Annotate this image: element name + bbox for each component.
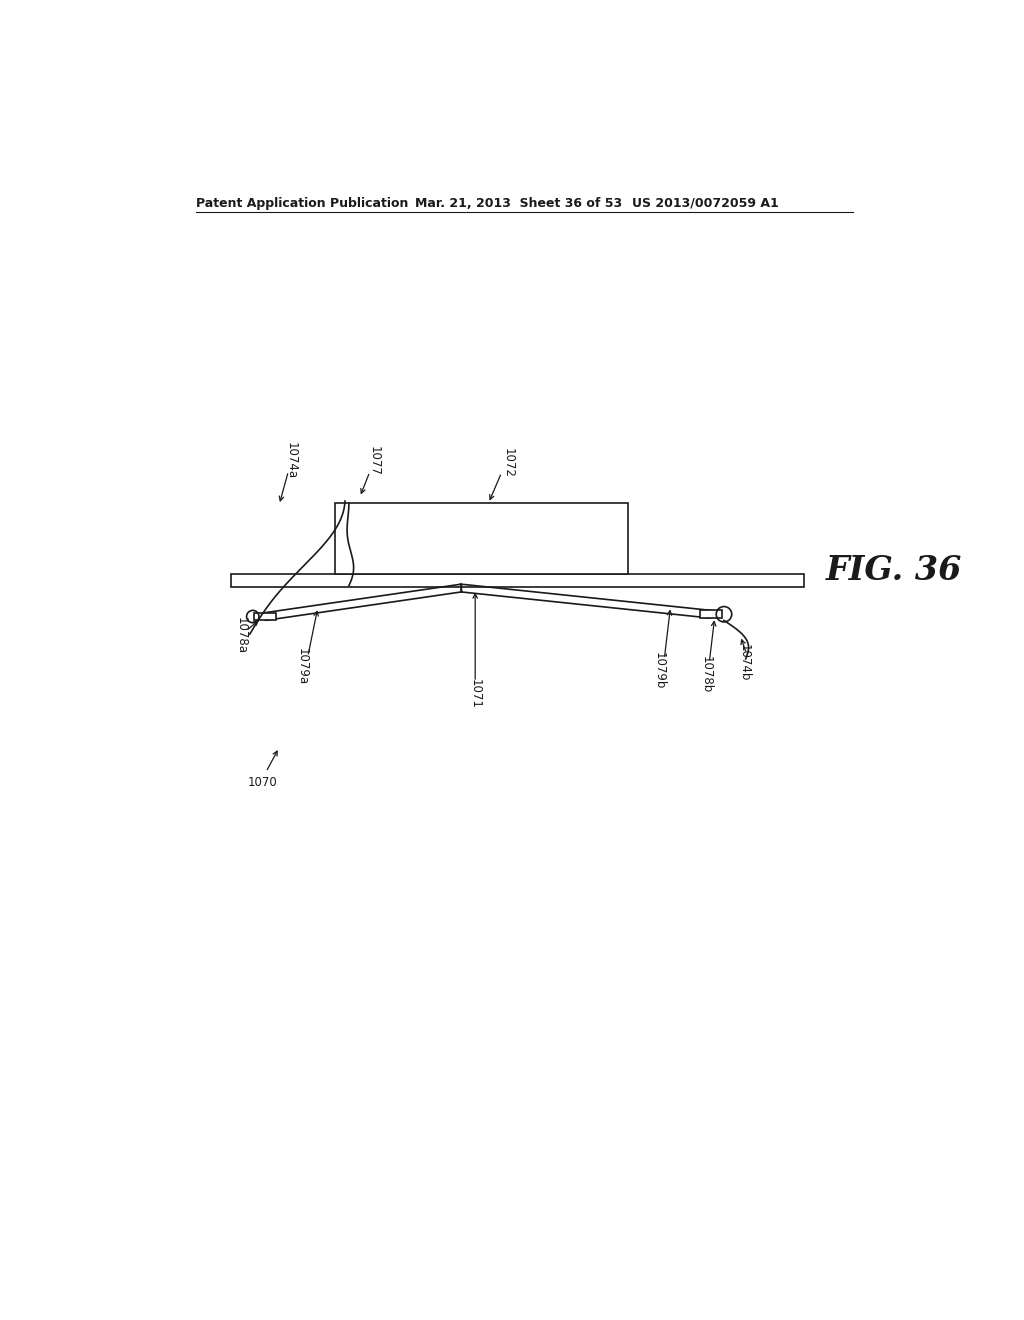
Text: 1079a: 1079a bbox=[296, 648, 309, 685]
Text: Patent Application Publication: Patent Application Publication bbox=[197, 197, 409, 210]
Polygon shape bbox=[264, 585, 462, 620]
Text: 1077: 1077 bbox=[368, 446, 381, 477]
Bar bbox=[335, 503, 628, 574]
Bar bbox=[254, 612, 276, 620]
Text: 1078a: 1078a bbox=[234, 618, 248, 655]
Text: US 2013/0072059 A1: US 2013/0072059 A1 bbox=[632, 197, 778, 210]
Text: FIG. 36: FIG. 36 bbox=[825, 554, 962, 587]
Polygon shape bbox=[461, 585, 712, 618]
Text: 1074a: 1074a bbox=[285, 442, 297, 479]
Text: 1074b: 1074b bbox=[737, 644, 751, 681]
Text: 1072: 1072 bbox=[502, 447, 514, 478]
Text: 1071: 1071 bbox=[469, 678, 481, 709]
Text: 1078b: 1078b bbox=[699, 656, 713, 693]
Text: Mar. 21, 2013  Sheet 36 of 53: Mar. 21, 2013 Sheet 36 of 53 bbox=[415, 197, 622, 210]
Text: 1079b: 1079b bbox=[653, 652, 667, 689]
Bar bbox=[700, 610, 722, 618]
Bar bbox=[231, 574, 804, 586]
Text: 1070: 1070 bbox=[248, 776, 278, 788]
